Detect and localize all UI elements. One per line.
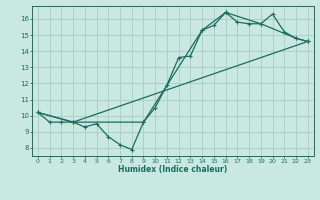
X-axis label: Humidex (Indice chaleur): Humidex (Indice chaleur) <box>118 165 228 174</box>
